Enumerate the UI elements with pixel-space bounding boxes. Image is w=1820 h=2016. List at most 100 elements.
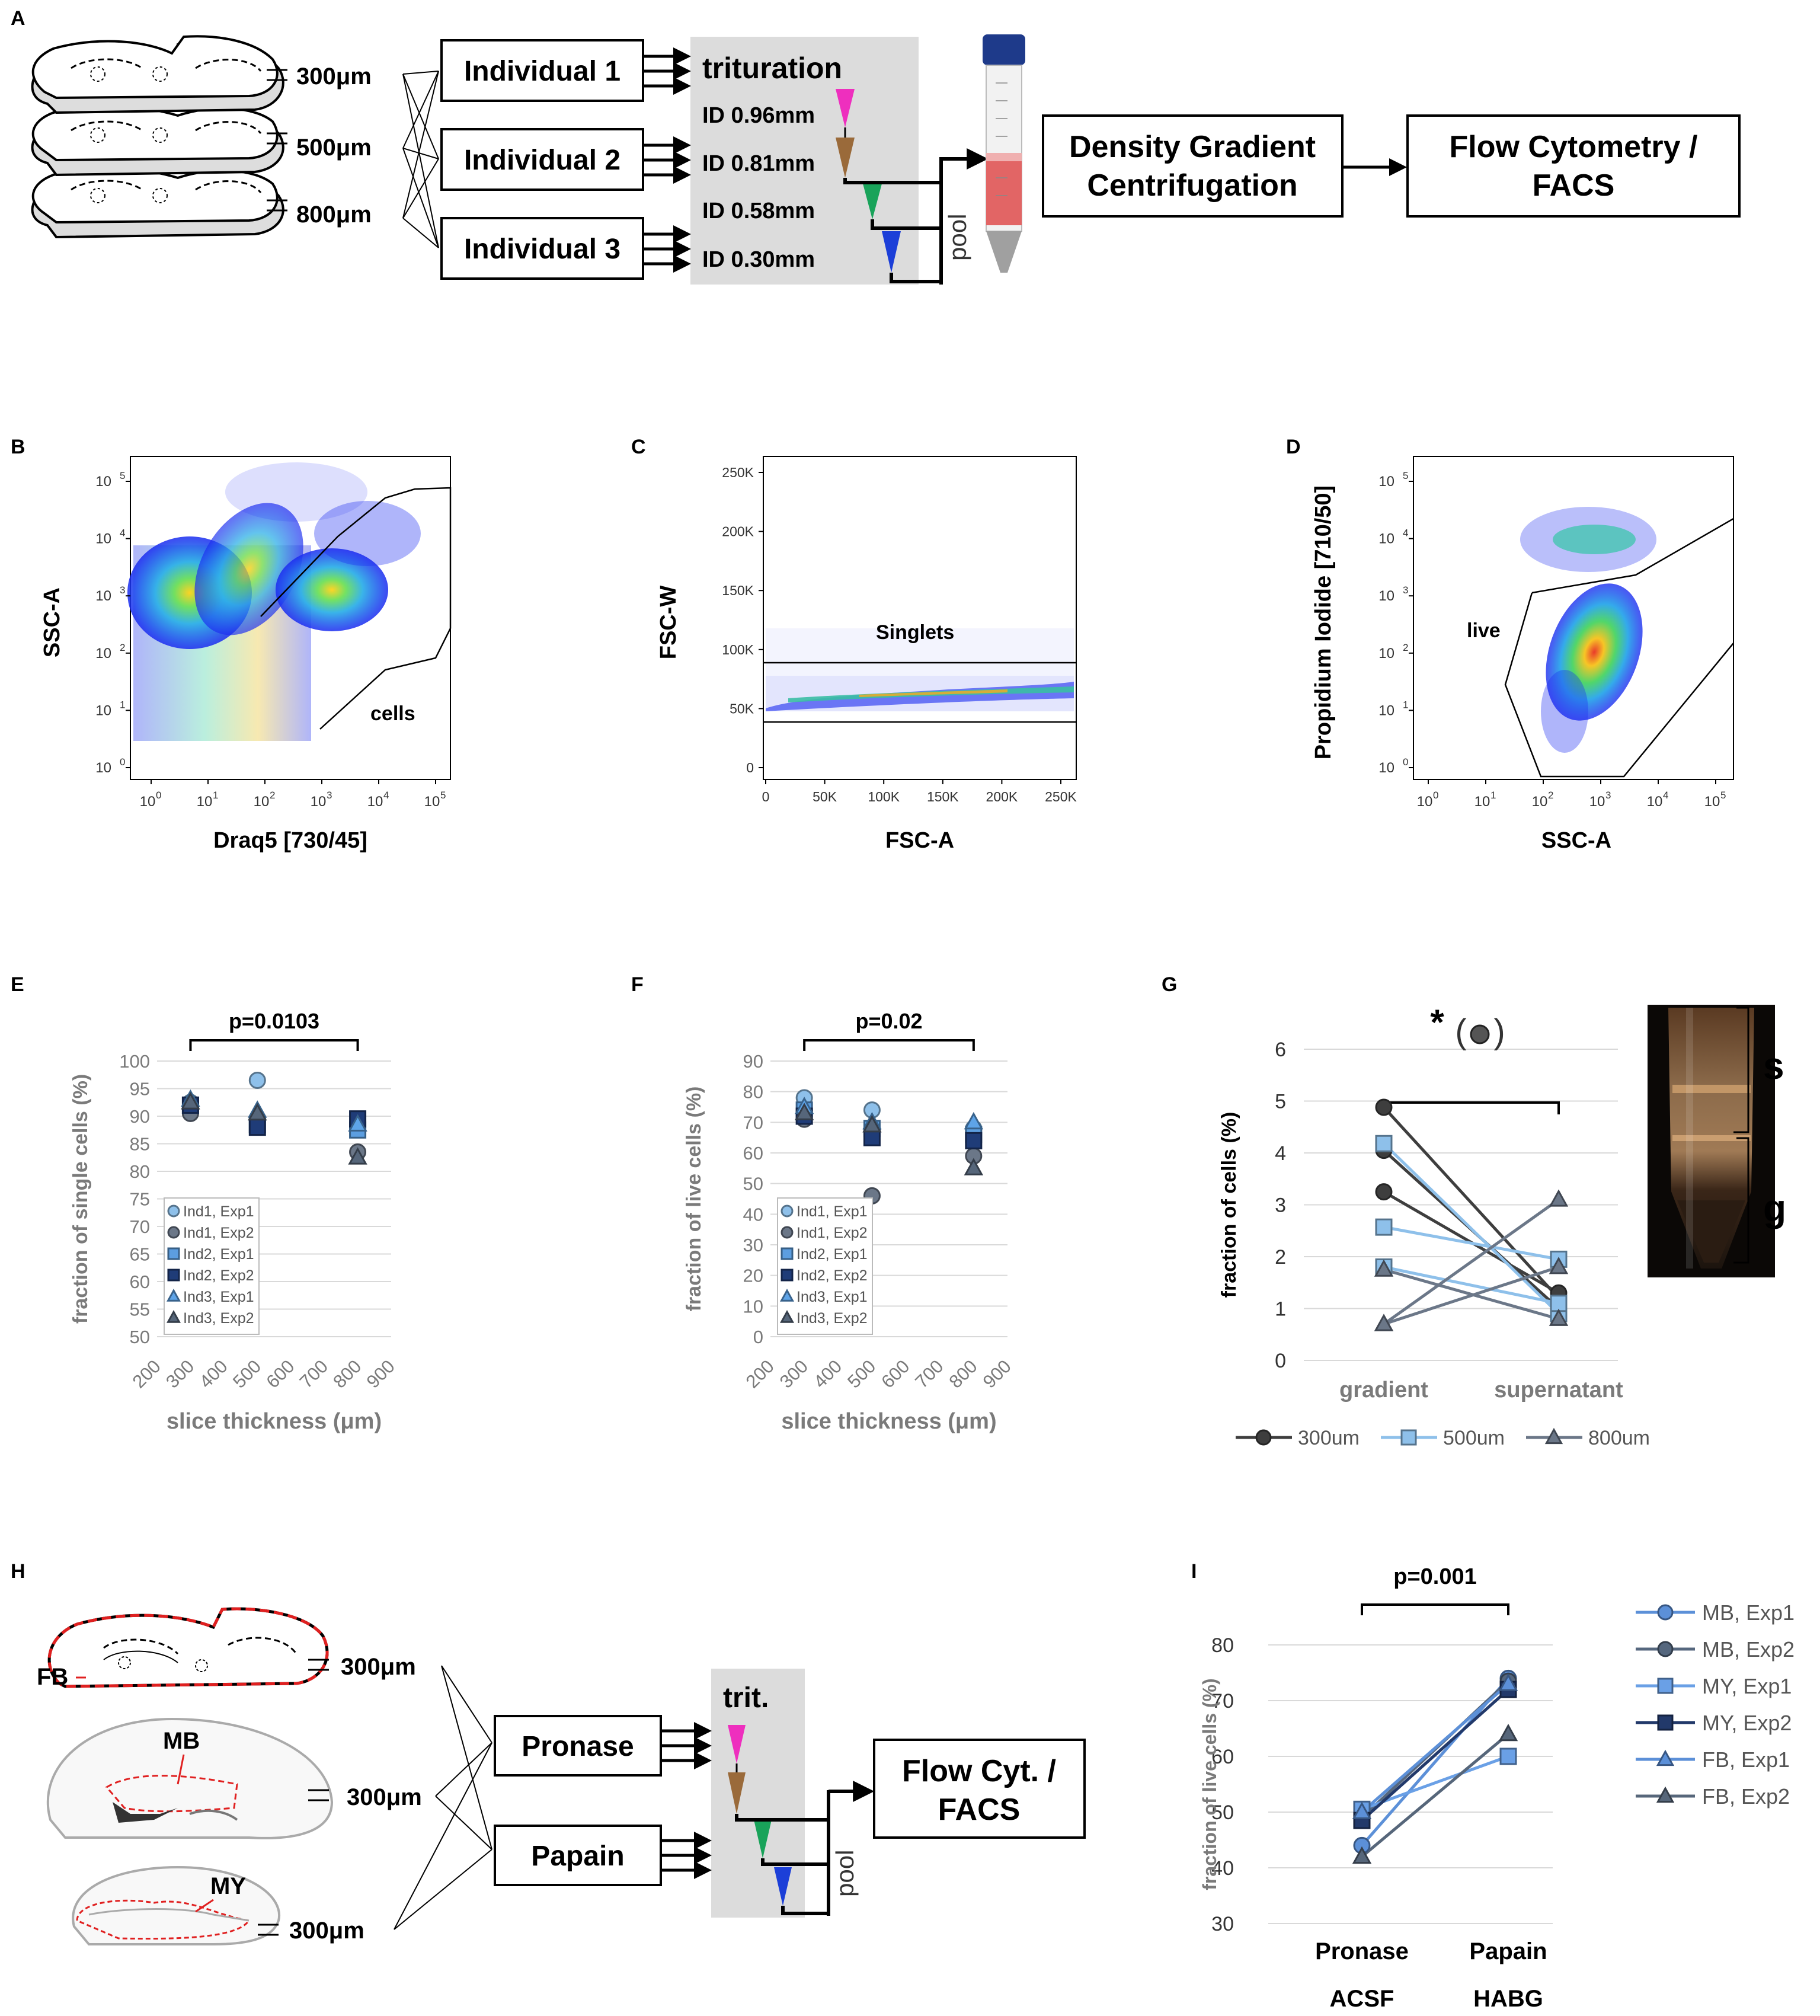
h-thickness-my: 300μm	[289, 1918, 364, 1944]
series-line	[1383, 1142, 1560, 1315]
x-tick-label: 700	[911, 1356, 947, 1392]
y-tick-label: 95	[130, 1079, 150, 1100]
individual-2-box: Individual 2	[440, 128, 644, 191]
gate-singlets-label: Singlets	[876, 621, 954, 644]
y-tick-exponent: 4	[120, 528, 125, 539]
y-tick-exponent: 1	[1403, 699, 1408, 710]
legend-marker	[167, 1309, 181, 1323]
legend-entry: Ind1, Exp2	[183, 1225, 254, 1241]
series-line	[1383, 1266, 1559, 1305]
p-value-label: p=0.001	[1393, 1564, 1477, 1589]
thickness-brackets	[267, 69, 287, 212]
legend-entry: MY, Exp1	[1702, 1674, 1792, 1698]
flow-cytometry-line1: Flow Cytometry /	[1450, 130, 1698, 164]
y-tick-label: 55	[130, 1299, 150, 1320]
data-point	[1352, 1801, 1372, 1819]
y-tick-label: 20	[743, 1266, 763, 1286]
x-tick-label: 600	[877, 1356, 913, 1392]
y-tick-label: 0	[1275, 1350, 1286, 1372]
legend-marker	[781, 1226, 794, 1239]
legend-marker	[167, 1247, 180, 1260]
data-point	[1549, 1257, 1569, 1274]
y-tick-label: 60	[743, 1143, 763, 1164]
y-tick-label: 10	[743, 1296, 763, 1317]
x-tick-label: 10	[1474, 794, 1490, 810]
x-category-label: Pronase	[1315, 1938, 1409, 1964]
y-tick-label: 200K	[722, 524, 754, 539]
enzyme-arrows	[661, 1722, 712, 1879]
legend-marker	[1657, 1678, 1674, 1694]
gate-cells-label: cells	[370, 702, 415, 725]
panel-e: E 50 55 60 65 70 75 80 85 90 95 100 200300400500600…	[11, 973, 399, 1434]
individual-arrows	[643, 47, 691, 273]
gate-cells	[260, 487, 452, 730]
x-tick-label: 10	[1532, 794, 1548, 810]
legend-marker	[1657, 1641, 1674, 1657]
chart-i: 30 40 50 60 70 80 Pronase Papain ACSF HABG fractio…	[1199, 1564, 1795, 2012]
plot-b-density	[127, 462, 421, 741]
thickness-500: 500μm	[296, 135, 372, 161]
x-tick-label: 800	[329, 1356, 365, 1392]
y-tick-label: 150K	[722, 583, 754, 598]
y-tick-label: 65	[130, 1244, 150, 1265]
legend-entry: Ind2, Exp1	[797, 1246, 868, 1263]
tube-brackets	[1733, 1007, 1749, 1264]
series-line	[1383, 1266, 1559, 1326]
data-point	[1498, 1673, 1518, 1691]
data-point	[348, 1147, 367, 1165]
x-tick-exponent: 4	[383, 790, 389, 801]
legend-marker	[781, 1247, 794, 1260]
panel-a: A 300μm 500μm 800μm	[11, 7, 1741, 285]
legend-marker	[1400, 1429, 1417, 1446]
x-tick-label: 700	[296, 1356, 332, 1392]
legend-entry: Ind2, Exp1	[183, 1246, 254, 1263]
x-tick-label: 300	[776, 1356, 812, 1392]
x-sublabel: ACSF	[1330, 1986, 1394, 2012]
y-tick-label: 50	[1211, 1801, 1234, 1824]
data-point	[965, 1132, 983, 1149]
y-tick-label: 50	[743, 1174, 763, 1194]
y-tick-exponent: 0	[1403, 756, 1408, 768]
gradient-tube-photo	[1648, 1005, 1775, 1277]
y-tick-label: 30	[1211, 1913, 1234, 1935]
legend-marker	[1657, 1714, 1674, 1731]
y-tick-label: 10	[1378, 646, 1394, 662]
y-tick-label: 10	[95, 531, 111, 547]
y-tick-label: 40	[1211, 1857, 1234, 1880]
legend-entry: Ind2, Exp2	[183, 1267, 254, 1284]
x-tick-label: 150K	[927, 789, 959, 804]
legend-entry: Ind1, Exp1	[797, 1203, 868, 1220]
tip-id-096: ID 0.96mm	[702, 103, 815, 128]
y-tick-exponent: 3	[120, 584, 125, 596]
region-mb-pointer	[177, 1754, 185, 1785]
h-thickness-mb: 300μm	[347, 1784, 422, 1810]
legend-marker	[1656, 1749, 1675, 1766]
x-tick-label: 10	[254, 794, 270, 810]
plot-c-ticks: 0 50K 100K 150K 200K 250K 0 50K 100K 150K 200K 250K	[722, 465, 1077, 804]
x-tick-label: 10	[1417, 794, 1433, 810]
legend-entry: MB, Exp1	[1702, 1600, 1795, 1625]
density-gradient-line1: Density Gradient	[1069, 130, 1316, 164]
data-point	[964, 1158, 984, 1175]
y-tick-label: 80	[743, 1082, 763, 1103]
y-tick-label: 30	[743, 1235, 763, 1255]
y-tick-label: 50K	[730, 701, 754, 716]
y-tick-label: 75	[130, 1189, 150, 1210]
x-tick-exponent: 2	[270, 790, 275, 801]
y-tick-label: 10	[1378, 760, 1394, 776]
panel-i: I 30 40 50 60 70 80 Pronase Papain ACSF HABG fract…	[1191, 1560, 1795, 2012]
data-point	[181, 1092, 200, 1110]
significance-bracket	[1361, 1603, 1509, 1615]
x-category-label: Papain	[1469, 1938, 1547, 1964]
x-tick-label: 400	[195, 1356, 231, 1392]
legend-box	[777, 1197, 873, 1335]
x-tick-exponent: 1	[1490, 790, 1496, 801]
y-tick-label: 0	[746, 760, 754, 775]
p-value-label: p=0.02	[855, 1009, 922, 1033]
legend-entry: 500um	[1443, 1427, 1505, 1449]
y-tick-label: 70	[130, 1216, 150, 1237]
x-tick-label: 200	[742, 1356, 778, 1392]
individual-3-box: Individual 3	[440, 217, 644, 280]
series-line	[1383, 1225, 1559, 1261]
